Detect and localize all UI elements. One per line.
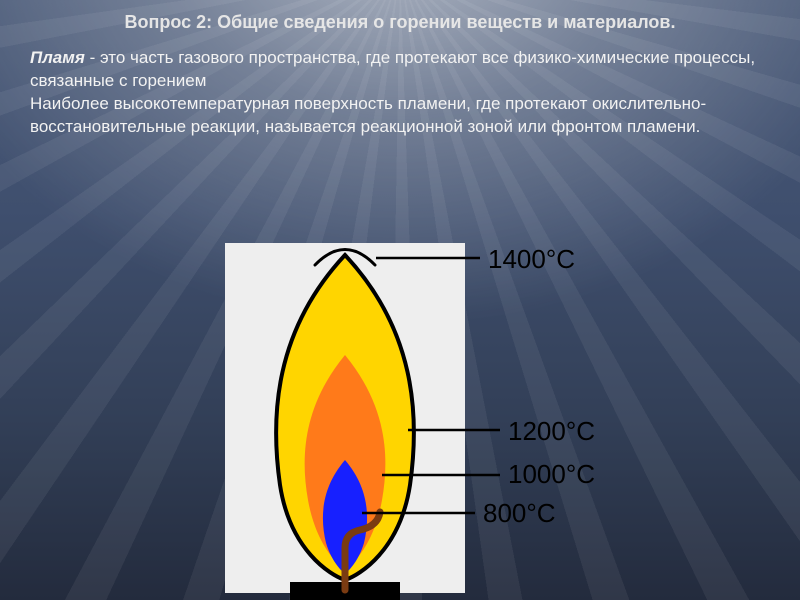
slide-body: Пламя - это часть газового пространства,… xyxy=(0,41,800,139)
temp-label-800: 800°C xyxy=(483,498,556,529)
paragraph-2: Наиболее высокотемпературная поверхность… xyxy=(30,94,706,136)
slide-title: Вопрос 2: Общие сведения о горении вещес… xyxy=(0,0,800,41)
temp-label-1000: 1000°C xyxy=(508,459,595,490)
temp-label-1200: 1200°C xyxy=(508,416,595,447)
flame-diagram: 1400°C 1200°C 1000°C 800°C xyxy=(0,240,800,600)
flame-svg xyxy=(0,240,800,600)
temp-label-1400: 1400°C xyxy=(488,244,575,275)
definition-text: - это часть газового пространства, где п… xyxy=(30,48,755,90)
term-flame: Пламя xyxy=(30,48,85,67)
